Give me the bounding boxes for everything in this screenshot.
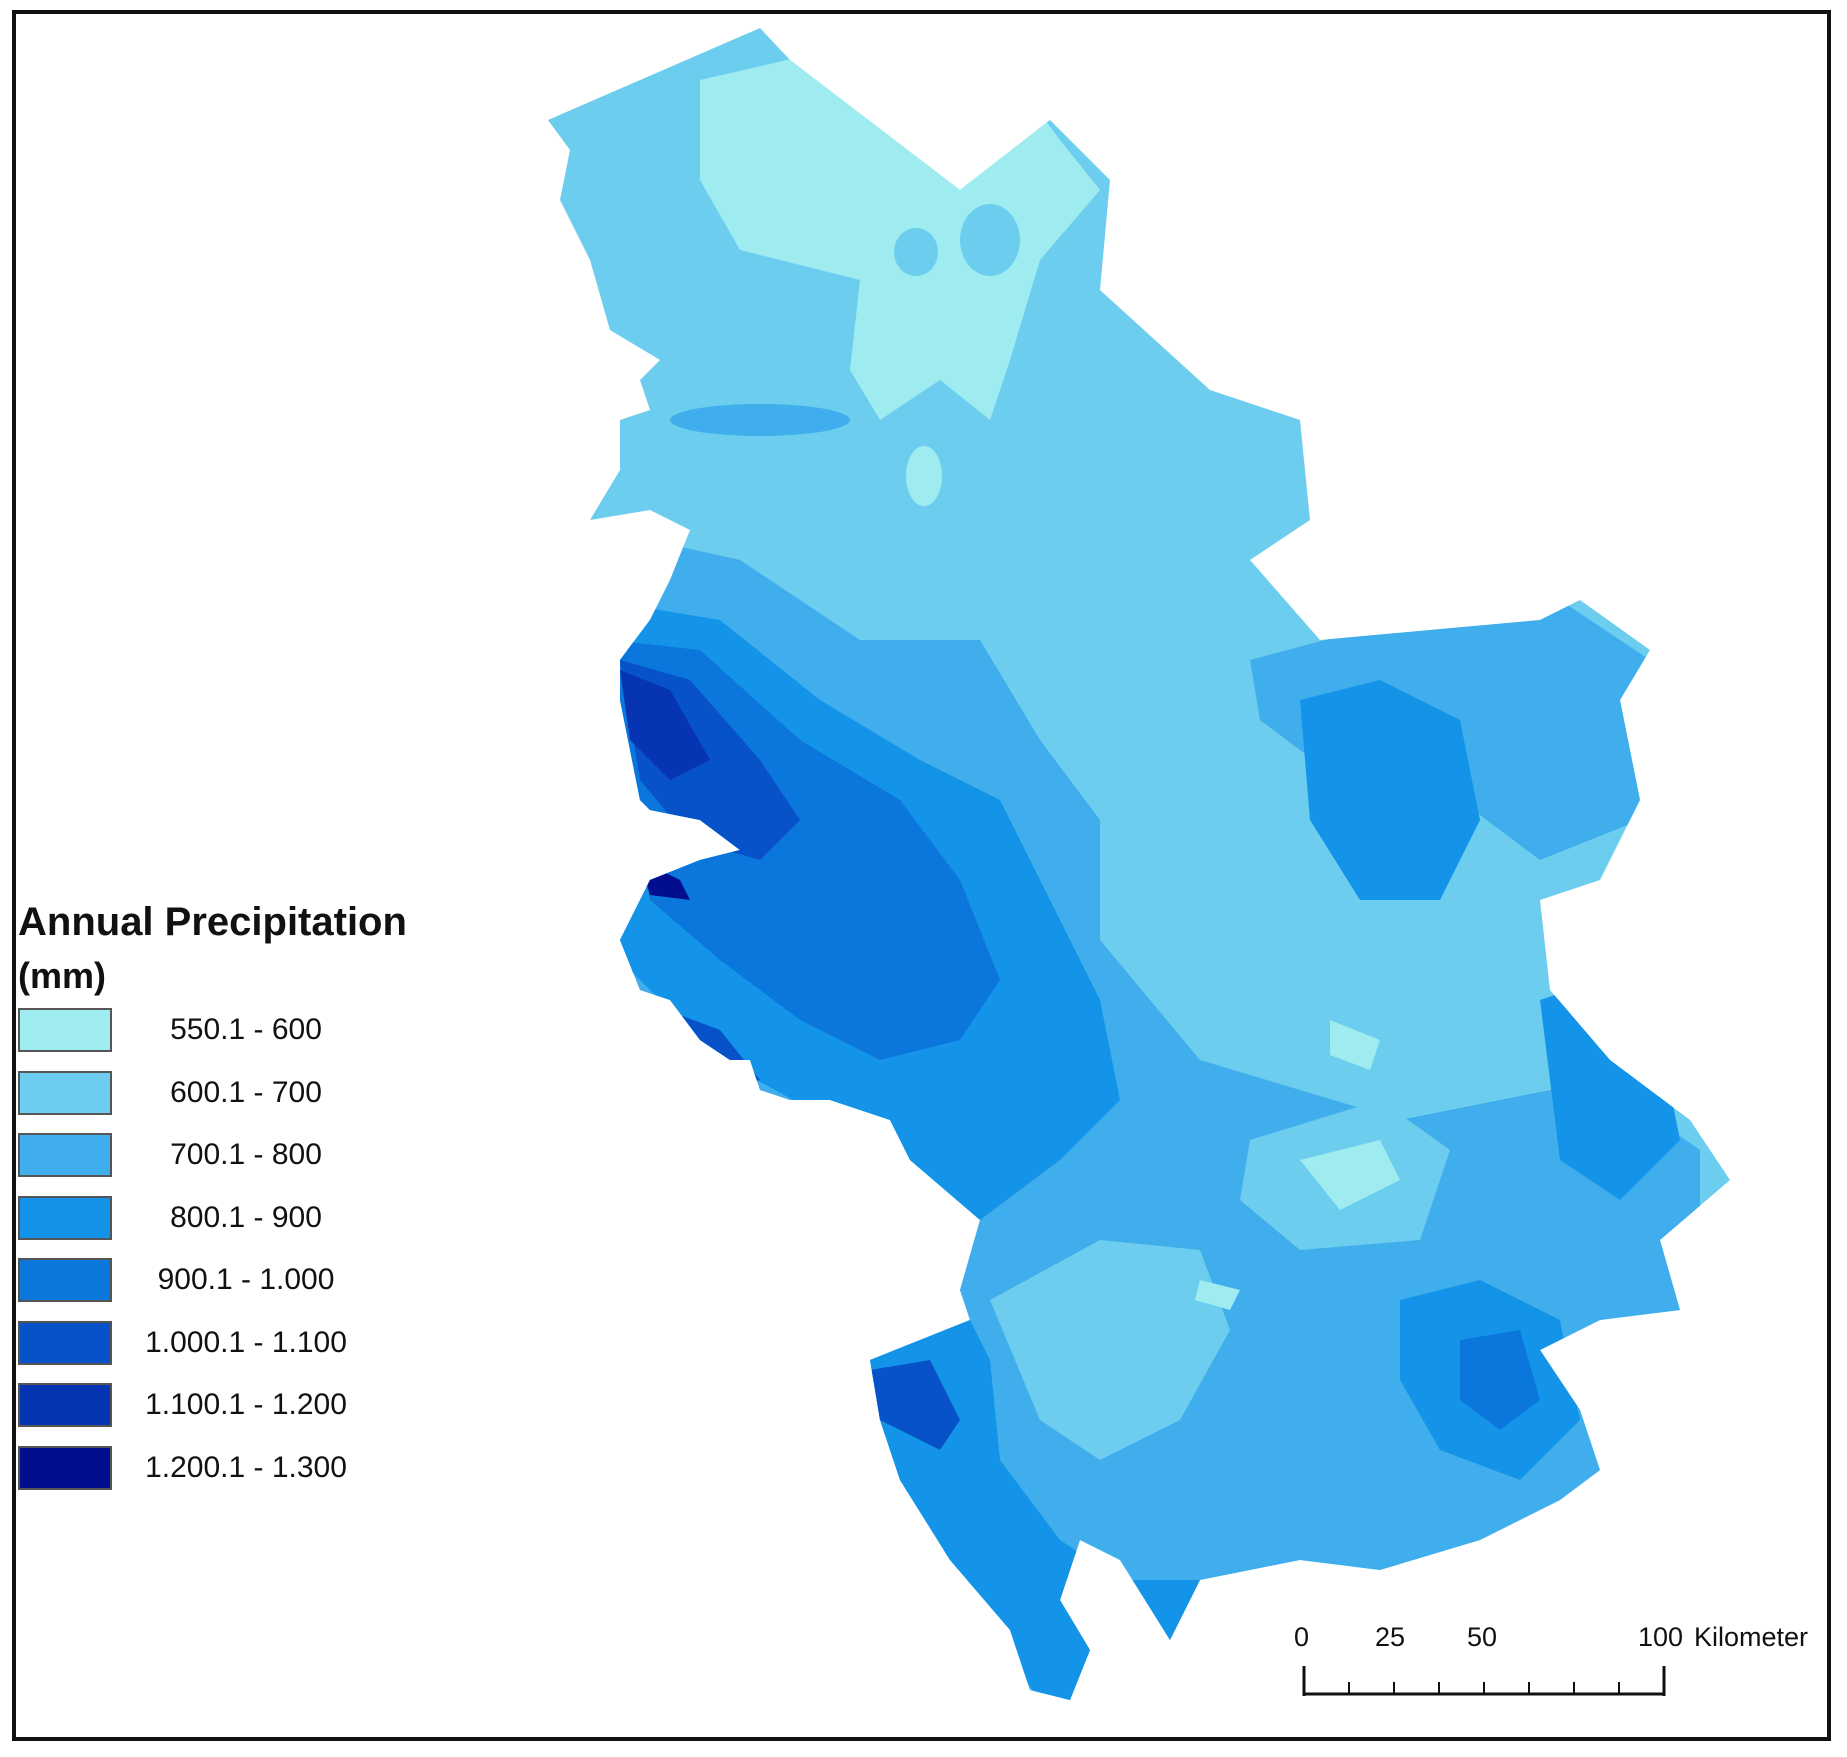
legend-swatch [18,1445,112,1490]
legend-item: 550.1 - 600 [18,1008,407,1071]
scale-bar-graphic [1302,1666,1666,1696]
legend-swatch [18,1258,112,1302]
legend-item: 600.1 - 700 [18,1070,407,1134]
legend-label: 800.1 - 900 [170,1200,322,1234]
legend-title: Annual Precipitation [18,900,407,944]
scale-bar: 0 25 50 100 Kilometer [1290,1622,1830,1702]
scale-label-50: 50 [1467,1622,1498,1652]
precipitation-zones [548,28,1730,1700]
legend-item: 1.100.1 - 1.200 [18,1383,407,1446]
legend-label: 550.1 - 600 [170,1013,322,1046]
legend-label: 1.100.1 - 1.200 [145,1388,347,1421]
legend-label: 700.1 - 800 [170,1138,322,1171]
scale-label-25: 25 [1375,1622,1406,1652]
map-legend: Annual Precipitation (mm) 550.1 - 600 600… [18,898,407,1508]
scale-label-100: 100 [1638,1622,1684,1652]
legend-label: 1.000.1 - 1.100 [145,1325,347,1359]
scale-label-0: 0 [1294,1622,1310,1652]
legend-item: 800.1 - 900 [18,1195,407,1259]
legend-swatch [18,1070,112,1115]
legend-label: 600.1 - 700 [170,1075,322,1109]
legend-unit: (mm) [18,955,106,996]
legend-swatch [18,1320,112,1365]
legend-item: 900.1 - 1.000 [18,1258,407,1321]
scale-unit-label: Kilometer [1694,1622,1809,1652]
legend-item: 1.000.1 - 1.100 [18,1320,407,1384]
legend-label: 900.1 - 1.000 [157,1263,335,1296]
legend-rows: 550.1 - 600 600.1 - 700 700.1 - 800 800.1 -… [18,1008,407,1508]
legend-item: 700.1 - 800 [18,1133,407,1196]
legend-swatch [18,1133,112,1177]
legend-swatch [18,1195,112,1240]
legend-item: 1.200.1 - 1.300 [18,1445,407,1509]
legend-swatch [18,1008,112,1052]
legend-label: 1.200.1 - 1.300 [145,1450,347,1484]
legend-swatch [18,1383,112,1427]
